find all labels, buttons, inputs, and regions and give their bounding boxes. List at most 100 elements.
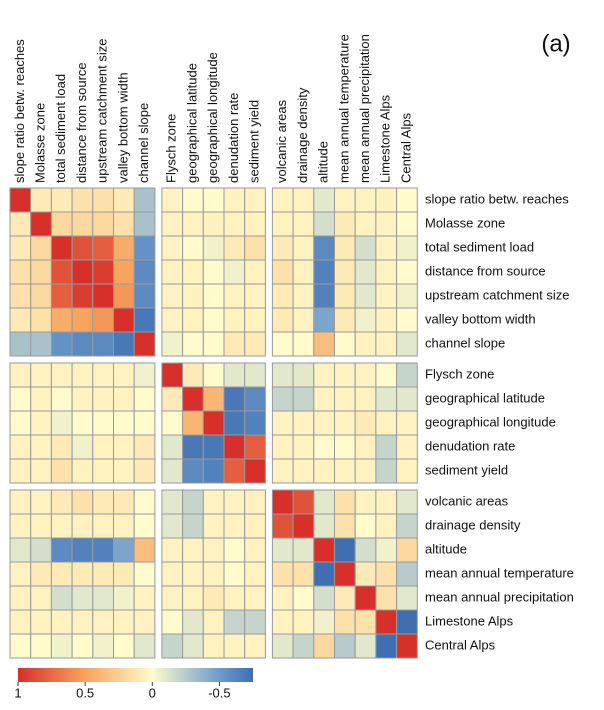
heatmap-cell	[292, 386, 315, 412]
heatmap-cell	[113, 537, 135, 563]
heatmap-cell	[354, 307, 377, 333]
column-label: volcanic areas	[274, 99, 289, 183]
heatmap-cell	[113, 561, 135, 587]
heatmap-cell	[50, 537, 73, 563]
heatmap-cell	[271, 259, 294, 285]
heatmap-cell	[334, 211, 356, 237]
heatmap-cell	[161, 386, 184, 412]
heatmap-cell	[313, 235, 335, 261]
heatmap-cell	[334, 609, 356, 635]
heatmap-cell	[161, 633, 184, 659]
heatmap-cell	[9, 585, 32, 611]
heatmap-cell	[244, 513, 266, 539]
heatmap-cell	[92, 633, 115, 659]
heatmap-cell	[9, 537, 32, 563]
row-label: denudation rate	[425, 438, 515, 453]
heatmap-cell	[313, 513, 335, 539]
heatmap-cell	[113, 609, 135, 635]
heatmap-cell	[313, 259, 335, 285]
column-label: drainage density	[295, 87, 310, 183]
heatmap-cell	[71, 434, 94, 460]
heatmap-cell	[71, 386, 94, 412]
heatmap-cell	[161, 434, 184, 460]
heatmap-cell	[182, 513, 204, 539]
heatmap-cell	[50, 187, 73, 213]
heatmap-cell	[223, 211, 246, 237]
heatmap-cell	[71, 489, 94, 515]
heatmap-cell	[202, 633, 225, 659]
row-label: Flysch zone	[425, 366, 494, 381]
heatmap-cell	[161, 235, 184, 261]
heatmap-cell	[375, 259, 398, 285]
heatmap-cell	[9, 513, 32, 539]
heatmap-cell	[223, 259, 246, 285]
row-label: total sediment load	[425, 239, 534, 254]
heatmap-cell	[313, 410, 335, 436]
heatmap-cell	[182, 458, 204, 484]
heatmap-cell	[133, 537, 156, 563]
heatmap-cell	[30, 609, 52, 635]
heatmap-cell	[354, 537, 377, 563]
heatmap-cell	[182, 283, 204, 309]
heatmap-cell	[223, 386, 246, 412]
heatmap-cell	[396, 434, 418, 460]
heatmap-cell	[133, 458, 156, 484]
heatmap-cell	[182, 307, 204, 333]
heatmap-cell	[182, 489, 204, 515]
heatmap-cell	[113, 458, 135, 484]
heatmap-cell	[292, 434, 315, 460]
heatmap-cell	[50, 585, 73, 611]
heatmap-cell	[182, 609, 204, 635]
heatmap-cell	[292, 537, 315, 563]
heatmap-cell	[354, 489, 377, 515]
row-label: mean annual temperature	[425, 565, 574, 580]
heatmap-cell	[375, 633, 398, 659]
heatmap-cell	[133, 386, 156, 412]
row-label: geographical latitude	[425, 390, 545, 405]
heatmap-cell	[92, 259, 115, 285]
colorbar-tick-label: -0.5	[208, 685, 230, 700]
heatmap-cell	[133, 633, 156, 659]
heatmap-cell	[71, 410, 94, 436]
heatmap-cell	[375, 489, 398, 515]
heatmap-cell	[292, 283, 315, 309]
heatmap-cell	[396, 537, 418, 563]
heatmap-cell	[223, 283, 246, 309]
heatmap-cell	[354, 561, 377, 587]
heatmap-cell	[375, 211, 398, 237]
heatmap-cell	[182, 331, 204, 357]
heatmap-cell	[313, 458, 335, 484]
heatmap-cell	[223, 410, 246, 436]
heatmap-cell	[30, 434, 52, 460]
heatmap-cell	[92, 362, 115, 388]
heatmap-cell	[334, 537, 356, 563]
heatmap-cell	[292, 307, 315, 333]
heatmap-cell	[223, 609, 246, 635]
heatmap-cell	[375, 537, 398, 563]
heatmap-cell	[9, 561, 32, 587]
heatmap-cell	[313, 331, 335, 357]
heatmap-cell	[92, 489, 115, 515]
heatmap-cell	[30, 235, 52, 261]
heatmap-cell	[354, 259, 377, 285]
column-label: Flysch zone	[164, 114, 179, 183]
heatmap-cell	[92, 537, 115, 563]
heatmap-cell	[223, 561, 246, 587]
heatmap-cell	[30, 561, 52, 587]
heatmap-cell	[71, 633, 94, 659]
heatmap-cell	[133, 561, 156, 587]
heatmap-cell	[50, 458, 73, 484]
heatmap-cell	[375, 585, 398, 611]
heatmap-cell	[271, 283, 294, 309]
heatmap-cell	[396, 283, 418, 309]
heatmap-cell	[133, 489, 156, 515]
heatmap-cell	[161, 537, 184, 563]
heatmap-cell	[292, 609, 315, 635]
heatmap-cell	[244, 633, 266, 659]
heatmap-cell	[292, 585, 315, 611]
row-label: channel slope	[425, 335, 505, 350]
heatmap-cell	[9, 458, 32, 484]
heatmap-cell	[244, 489, 266, 515]
heatmap-cell	[202, 331, 225, 357]
row-label: slope ratio betw. reaches	[425, 191, 569, 206]
